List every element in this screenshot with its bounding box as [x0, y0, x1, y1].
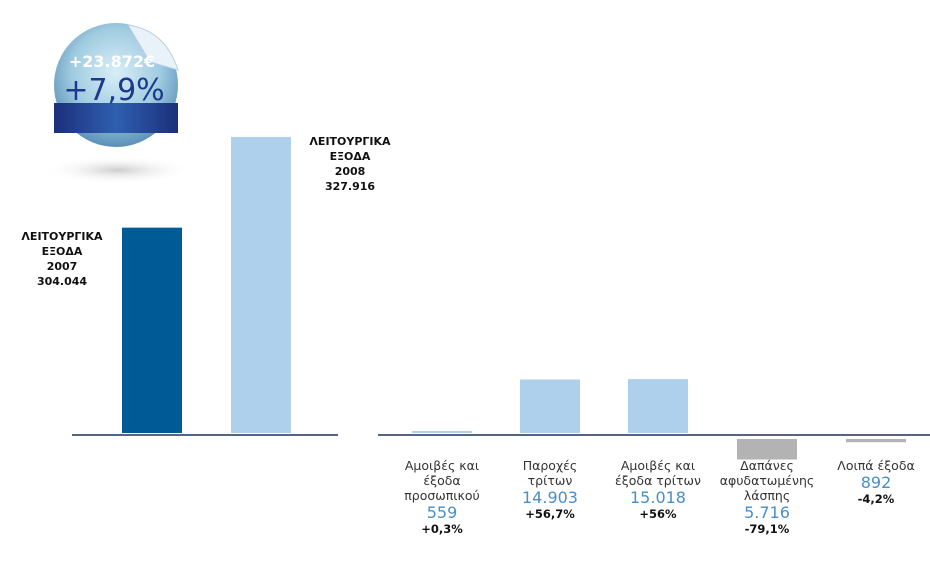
bar [737, 439, 797, 460]
change-label: +56,7% [525, 507, 575, 521]
series-label: ΛΕΙΤΟΥΡΓΙΚΑ ΕΞΟΔΑ [309, 134, 391, 163]
category-label: Λοιπά έξοδα [837, 458, 915, 473]
bar [412, 430, 472, 433]
value-label: 559 [426, 503, 458, 522]
sticker-amount: +23.872€ [69, 52, 155, 71]
change-label: -79,1% [744, 522, 790, 536]
category-column: Λοιπά έξοδα 892 -4,2% [824, 458, 928, 507]
bar-label: ΛΕΙΤΟΥΡΓΙΚΑ ΕΞΟΔΑ 2007 304.044 [12, 229, 112, 289]
bar [628, 379, 688, 433]
category-column: Παροχές τρίτων 14.903 +56,7% [498, 458, 602, 522]
category-label: Δαπάνες αφυδατωμένης λάσπης [719, 458, 815, 503]
value-label: 14.903 [522, 488, 578, 507]
sticker-curl [127, 24, 179, 71]
category-label: 2007 [46, 259, 78, 273]
value-label: 892 [860, 473, 892, 492]
sticker-shadow [43, 156, 193, 184]
sticker-band [54, 103, 178, 133]
value-label: 15.018 [630, 488, 686, 507]
sticker-percent: +7,9% [63, 73, 164, 108]
bar [231, 136, 291, 434]
category-column: Αμοιβές και έξοδα τρίτων 15.018 +56% [606, 458, 710, 522]
series-label: ΛΕΙΤΟΥΡΓΙΚΑ ΕΞΟΔΑ [21, 229, 103, 258]
category-label: Αμοιβές και έξοδα τρίτων [615, 458, 701, 488]
change-label: +56% [639, 507, 677, 521]
category-label: Παροχές τρίτων [522, 458, 578, 488]
value-label: 5.716 [744, 503, 790, 522]
category-label: Αμοιβές και έξοδα προσωπικού [404, 458, 480, 503]
category-column: Αμοιβές και έξοδα προσωπικού 559 +0,3% [390, 458, 494, 537]
category-label: 2008 [334, 164, 366, 178]
change-label: +0,3% [421, 522, 463, 536]
value-label: 327.916 [324, 179, 376, 193]
change-label: -4,2% [857, 492, 895, 506]
category-column: Δαπάνες αφυδατωμένης λάσπης 5.716 -79,1% [715, 458, 819, 537]
bar-label: ΛΕΙΤΟΥΡΓΙΚΑ ΕΞΟΔΑ 2008 327.916 [300, 134, 400, 194]
bar [846, 439, 906, 443]
bar [520, 379, 580, 433]
value-label: 304.044 [36, 274, 88, 288]
bar [122, 227, 182, 433]
